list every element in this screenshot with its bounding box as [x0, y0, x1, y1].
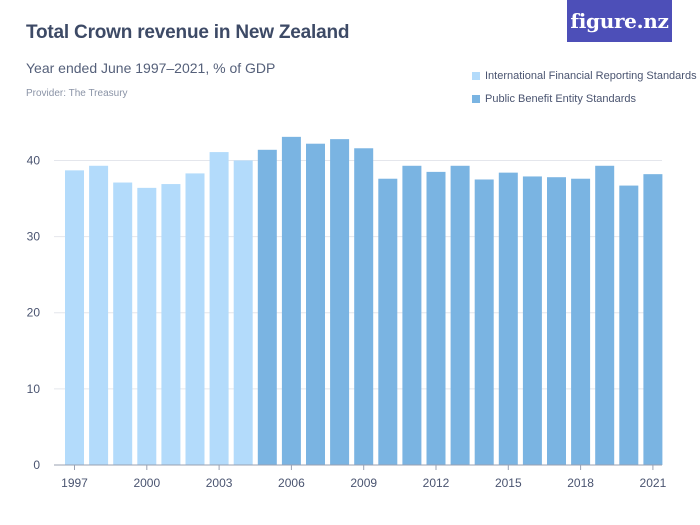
- legend-label-pbe: Public Benefit Entity Standards: [485, 92, 637, 105]
- bar-2010[interactable]: [378, 178, 398, 465]
- figure-nz-logo[interactable]: figure.nz: [567, 0, 672, 42]
- x-tick-label-2000: 2000: [133, 476, 160, 490]
- x-tick-label-2009: 2009: [350, 476, 377, 490]
- bar-2005[interactable]: [257, 149, 277, 465]
- bar-2008[interactable]: [330, 139, 350, 466]
- bar-2014[interactable]: [474, 179, 494, 465]
- x-tick-label-2018: 2018: [567, 476, 594, 490]
- bar-1999[interactable]: [113, 182, 133, 465]
- y-tick-label-0: 0: [33, 458, 40, 472]
- legend-label-ifrs: International Financial Reporting Standa…: [485, 69, 697, 82]
- bars: [65, 136, 663, 466]
- x-tick-label-2012: 2012: [423, 476, 450, 490]
- bar-2001[interactable]: [161, 184, 181, 465]
- bar-2013[interactable]: [450, 165, 470, 465]
- chart-title: Total Crown revenue in New Zealand: [26, 22, 350, 43]
- y-axis-labels: 0 10 20 30 40: [27, 153, 41, 472]
- bar-2012[interactable]: [426, 171, 446, 465]
- data-provider: Provider: The Treasury: [26, 88, 128, 99]
- bar-1998[interactable]: [89, 165, 109, 465]
- x-axis: [54, 464, 662, 470]
- x-tick-label-1997: 1997: [61, 476, 88, 490]
- x-tick-label-2006: 2006: [278, 476, 305, 490]
- y-tick-label-30: 30: [27, 230, 41, 244]
- bar-2017[interactable]: [547, 177, 566, 466]
- legend-item-pbe: Public Benefit Entity Standards: [472, 87, 697, 110]
- bar-2016[interactable]: [522, 176, 542, 465]
- bar-2006[interactable]: [281, 136, 301, 465]
- bar-2009[interactable]: [354, 148, 374, 466]
- y-tick-label-20: 20: [27, 306, 41, 320]
- bar-2000[interactable]: [137, 187, 157, 465]
- x-tick-label-2003: 2003: [206, 476, 233, 490]
- legend-swatch-pbe: [472, 94, 480, 103]
- bar-2018[interactable]: [571, 178, 591, 465]
- legend-item-ifrs: International Financial Reporting Standa…: [472, 64, 697, 87]
- legend-swatch-ifrs: [472, 71, 480, 80]
- bar-1997[interactable]: [65, 170, 84, 465]
- bar-2007[interactable]: [306, 143, 325, 466]
- bar-2003[interactable]: [209, 152, 229, 466]
- y-tick-label-40: 40: [27, 153, 41, 167]
- bar-2015[interactable]: [498, 172, 518, 466]
- bar-2004[interactable]: [233, 160, 253, 466]
- x-axis-labels: 1997 2000 2003 2006 2009 2012 2015 2018 2021: [61, 476, 666, 490]
- chart-legend: International Financial Reporting Standa…: [472, 64, 697, 110]
- y-tick-label-10: 10: [27, 382, 41, 396]
- x-tick-label-2021: 2021: [640, 476, 667, 490]
- bar-2021[interactable]: [643, 174, 663, 465]
- x-tick-label-2015: 2015: [495, 476, 522, 490]
- bar-2020[interactable]: [619, 185, 639, 466]
- chart-subtitle: Year ended June 1997–2021, % of GDP: [26, 60, 276, 76]
- bar-2019[interactable]: [595, 165, 615, 465]
- bar-2011[interactable]: [402, 165, 422, 465]
- bar-2002[interactable]: [185, 173, 205, 466]
